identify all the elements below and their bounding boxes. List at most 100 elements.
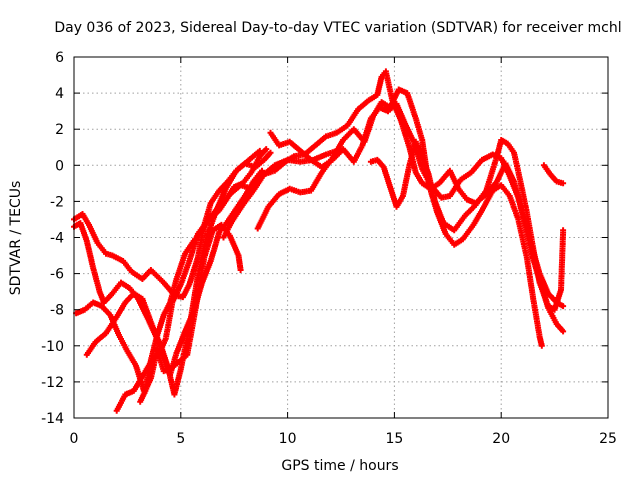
data-point <box>382 165 385 169</box>
data-point <box>561 182 565 185</box>
data-point <box>115 409 118 412</box>
data-point <box>269 131 272 135</box>
data-point <box>85 353 89 357</box>
data-point <box>260 169 264 172</box>
data-point <box>463 214 467 218</box>
data-point <box>141 277 144 281</box>
data-point <box>250 171 253 174</box>
data-point <box>179 368 182 371</box>
y-tick-label: 0 <box>55 158 64 174</box>
data-point <box>491 153 494 156</box>
data-point <box>273 169 276 172</box>
data-point <box>299 160 302 163</box>
data-point <box>523 221 526 225</box>
data-point <box>395 205 398 209</box>
data-point <box>512 151 516 154</box>
data-point <box>380 100 383 104</box>
data-point <box>292 155 296 158</box>
y-tick-label: -12 <box>41 375 64 391</box>
data-point <box>480 209 484 212</box>
data-point <box>538 335 541 338</box>
data-point <box>96 241 99 245</box>
data-point <box>378 106 381 109</box>
data-point <box>267 205 270 209</box>
data-point <box>117 333 121 337</box>
data-point <box>262 173 266 176</box>
data-point <box>356 108 360 111</box>
data-point <box>269 151 272 154</box>
data-point <box>324 135 328 138</box>
data-point <box>104 331 108 335</box>
data-point <box>474 203 477 207</box>
data-point <box>192 239 195 243</box>
data-point <box>181 295 185 299</box>
y-tick-label: -8 <box>50 303 64 319</box>
data-point <box>525 211 529 214</box>
data-point <box>149 268 153 272</box>
series-markers <box>73 221 244 396</box>
data-point <box>309 158 313 162</box>
data-point <box>420 182 424 185</box>
chart-title: Day 036 of 2023, Sidereal Day-to-day VTE… <box>54 20 621 36</box>
data-point <box>218 230 221 234</box>
x-axis-label: GPS time / hours <box>281 458 398 474</box>
y-tick-label: -4 <box>50 231 64 247</box>
data-point <box>508 194 511 198</box>
x-tick-label: 20 <box>492 431 510 447</box>
data-point <box>143 391 146 394</box>
x-tick-label: 15 <box>385 431 403 447</box>
data-point <box>226 220 229 223</box>
data-point <box>335 131 338 135</box>
data-point <box>203 256 206 259</box>
data-point <box>376 93 379 97</box>
data-point <box>207 218 210 221</box>
data-point <box>542 164 546 167</box>
data-point <box>273 164 276 167</box>
data-point <box>237 254 240 257</box>
data-point <box>179 283 182 286</box>
data-point <box>100 304 103 308</box>
data-point <box>151 326 155 329</box>
data-point <box>369 117 373 120</box>
data-point <box>508 174 511 178</box>
data-point <box>414 140 417 144</box>
data-point <box>352 160 356 163</box>
data-point <box>177 360 180 364</box>
data-point <box>376 158 379 162</box>
data-point <box>495 180 499 183</box>
data-point <box>132 292 136 295</box>
data-point <box>111 254 114 257</box>
data-point <box>162 369 165 373</box>
data-point <box>175 277 178 281</box>
data-point <box>384 70 388 73</box>
data-point <box>92 266 95 270</box>
data-point <box>130 270 133 273</box>
data-point <box>324 153 328 156</box>
series-markers <box>367 137 567 313</box>
data-point <box>448 169 452 172</box>
data-point <box>235 169 238 172</box>
data-point <box>314 144 317 147</box>
data-point <box>320 165 323 169</box>
data-point <box>239 268 242 272</box>
data-point <box>126 350 129 353</box>
data-point <box>245 160 249 163</box>
data-point <box>420 138 424 142</box>
data-point <box>233 185 236 189</box>
series-line <box>73 152 272 298</box>
data-point <box>406 91 409 95</box>
data-point <box>395 102 398 106</box>
data-point <box>309 189 313 192</box>
y-tick-label: -10 <box>41 339 64 355</box>
data-point <box>453 229 456 232</box>
y-tick-label: 6 <box>55 50 64 66</box>
data-point <box>188 259 191 263</box>
data-point <box>561 304 565 308</box>
data-point <box>403 122 407 125</box>
data-point <box>258 155 262 158</box>
data-point <box>149 359 153 362</box>
y-tick-label: -14 <box>41 411 64 427</box>
data-point <box>367 99 370 102</box>
